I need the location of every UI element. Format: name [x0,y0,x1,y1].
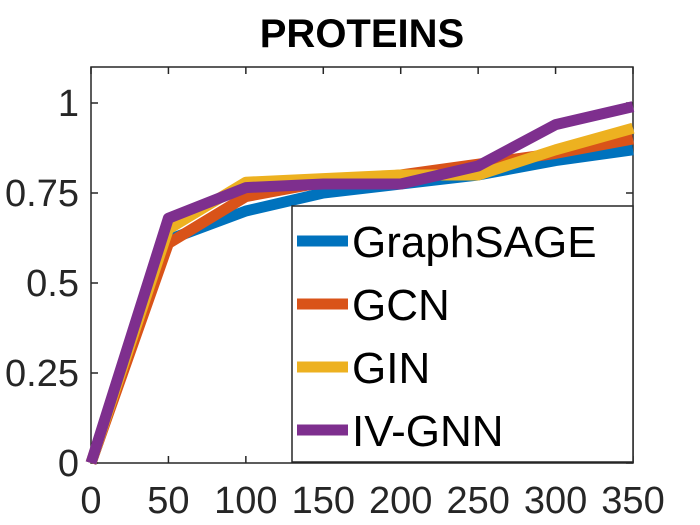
y-tick-label: 0.5 [26,263,79,305]
series-line-iv-gnn [85,101,635,465]
x-axis: 0 50 100 150 200 250 300 350 [80,67,665,522]
series-line-gin [85,122,635,465]
x-tick-label: 250 [446,480,509,522]
x-tick-label: 350 [601,480,664,522]
legend-label: GIN [352,344,430,393]
y-tick-label: 1 [58,83,79,125]
legend-label: GraphSAGE [352,218,597,267]
x-tick-label: 0 [80,480,101,522]
legend-box [291,205,634,463]
x-tick-label: 150 [292,480,355,522]
y-tick-label: 0.25 [5,353,79,395]
chart-title: PROTEINS [260,12,464,56]
y-tick-label: 0 [58,443,79,485]
legend-label: IV-GNN [352,407,504,456]
y-tick-label: 0.75 [5,173,79,215]
legend: GraphSAGE GCN GIN IV-GNN [291,205,634,463]
x-tick-label: 200 [369,480,432,522]
x-tick-label: 300 [524,480,587,522]
y-axis: 0 0.25 0.5 0.75 1 [5,83,633,485]
legend-label: GCN [352,281,450,330]
x-tick-label: 50 [147,480,189,522]
series-lines [85,101,635,465]
x-tick-label: 100 [214,480,277,522]
